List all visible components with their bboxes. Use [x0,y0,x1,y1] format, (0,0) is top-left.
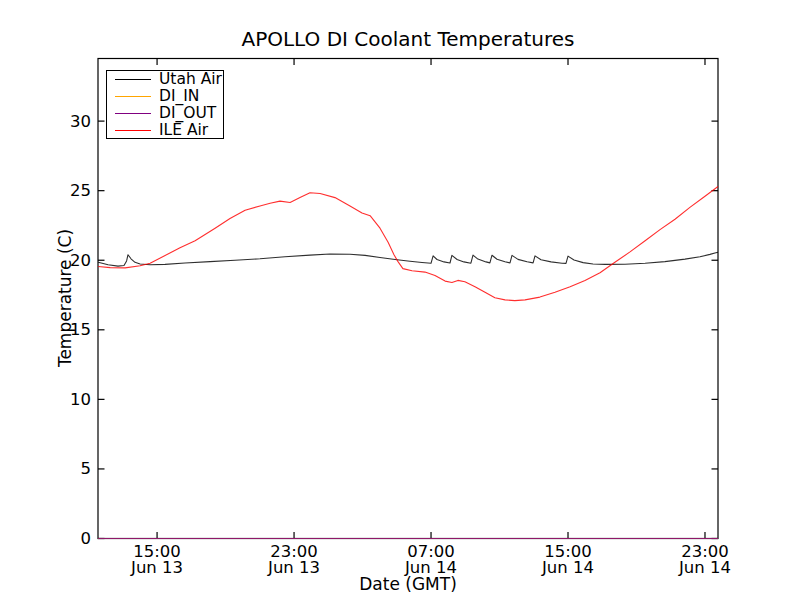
chart-title: APOLLO DI Coolant Temperatures [98,28,718,50]
y-axis-label: Temperature (C) [55,229,75,367]
y-tick-label: 10 [70,390,91,409]
chart-figure: 05101520253015:00Jun 1323:00Jun 1307:00J… [0,0,800,600]
series-line-ile-air [98,187,718,301]
legend-label: ILE Air [159,122,208,139]
legend-entry-ile-air: ILE Air [107,122,223,139]
ile-air-line-swatch [115,130,151,131]
legend-entry-di-out: DI_OUT [107,105,223,122]
x-axis-label: Date (GMT) [98,574,718,594]
utah-air-line-swatch [115,79,151,80]
y-tick-label: 25 [70,181,91,200]
legend-label: Utah Air [159,71,222,88]
series-line-utah-air [98,252,718,266]
y-tick-label: 5 [81,459,92,478]
legend-label: DI_IN [159,88,199,105]
legend-entry-di-in: DI_IN [107,88,223,105]
di-in-line-swatch [115,96,151,97]
y-tick-label: 30 [70,112,91,131]
legend-entry-utah-air: Utah Air [107,71,223,88]
y-tick-label: 0 [81,529,92,548]
legend: Utah Air DI_IN DI_OUT ILE Air [106,70,224,139]
di-out-line-swatch [115,113,151,114]
legend-label: DI_OUT [159,105,216,122]
